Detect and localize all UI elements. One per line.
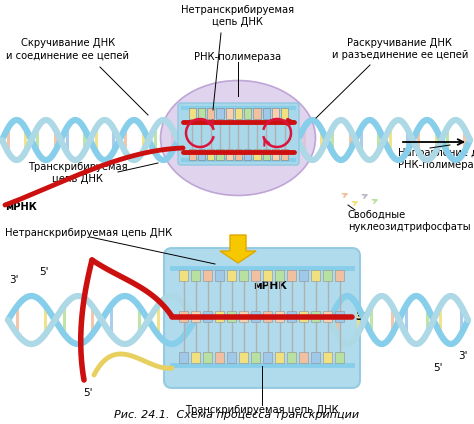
Bar bbox=[272, 148, 279, 160]
Bar bbox=[323, 311, 332, 322]
Bar bbox=[288, 270, 297, 281]
Text: 3': 3' bbox=[458, 351, 468, 361]
Bar bbox=[252, 270, 261, 281]
Bar bbox=[272, 108, 279, 120]
Bar bbox=[226, 148, 233, 160]
Bar bbox=[189, 148, 196, 160]
Text: 5': 5' bbox=[433, 363, 443, 373]
Bar bbox=[300, 311, 309, 322]
Bar bbox=[336, 270, 345, 281]
Text: Нетранскрибируемая цепь ДНК: Нетранскрибируемая цепь ДНК bbox=[5, 228, 172, 238]
Bar bbox=[264, 311, 273, 322]
Bar bbox=[288, 311, 297, 322]
Bar bbox=[275, 352, 284, 363]
Bar bbox=[281, 108, 289, 120]
Bar bbox=[228, 311, 237, 322]
Ellipse shape bbox=[161, 81, 316, 195]
Bar bbox=[189, 108, 196, 120]
Bar bbox=[191, 270, 201, 281]
Bar bbox=[216, 352, 225, 363]
Bar bbox=[253, 148, 261, 160]
Text: Транскрибируемая
цепь ДНК: Транскрибируемая цепь ДНК bbox=[28, 162, 128, 184]
Bar bbox=[239, 270, 248, 281]
Bar bbox=[203, 352, 212, 363]
Text: Раскручивание ДНК
и разъединение ее цепей: Раскручивание ДНК и разъединение ее цепе… bbox=[332, 38, 468, 61]
Bar bbox=[336, 352, 345, 363]
Bar bbox=[323, 270, 332, 281]
Bar bbox=[275, 270, 284, 281]
Text: мРНК: мРНК bbox=[253, 281, 287, 291]
FancyBboxPatch shape bbox=[178, 103, 299, 165]
Bar bbox=[198, 108, 205, 120]
Bar bbox=[281, 148, 289, 160]
Bar bbox=[263, 148, 270, 160]
Bar bbox=[235, 108, 242, 120]
Bar bbox=[275, 311, 284, 322]
FancyArrowPatch shape bbox=[373, 200, 377, 203]
Bar bbox=[252, 311, 261, 322]
Bar bbox=[311, 270, 320, 281]
Bar bbox=[207, 148, 214, 160]
Text: 5': 5' bbox=[39, 267, 49, 277]
Bar bbox=[239, 352, 248, 363]
Bar bbox=[191, 311, 201, 322]
Bar bbox=[264, 270, 273, 281]
Bar bbox=[207, 108, 214, 120]
Text: РНК-полимераза: РНК-полимераза bbox=[194, 52, 282, 62]
Bar bbox=[300, 270, 309, 281]
Text: 5': 5' bbox=[83, 388, 93, 398]
Bar bbox=[244, 108, 251, 120]
Polygon shape bbox=[220, 235, 256, 263]
Bar bbox=[180, 270, 189, 281]
FancyArrowPatch shape bbox=[352, 202, 357, 205]
Text: Направление движения
РНК-полимеразы: Направление движения РНК-полимеразы bbox=[398, 148, 474, 170]
Text: Рис. 24.1.  Схема процесса транскрипции: Рис. 24.1. Схема процесса транскрипции bbox=[114, 410, 360, 420]
Bar bbox=[180, 311, 189, 322]
Bar bbox=[226, 108, 233, 120]
Bar bbox=[216, 311, 225, 322]
Bar bbox=[252, 352, 261, 363]
Bar bbox=[323, 352, 332, 363]
Text: Нетранскрибируемая
цепь ДНК: Нетранскрибируемая цепь ДНК bbox=[182, 5, 294, 28]
FancyArrowPatch shape bbox=[342, 194, 347, 197]
Bar bbox=[336, 311, 345, 322]
Bar bbox=[311, 311, 320, 322]
Bar bbox=[311, 352, 320, 363]
Bar bbox=[244, 148, 251, 160]
Text: Скручивание ДНК
и соединение ее цепей: Скручивание ДНК и соединение ее цепей bbox=[7, 38, 129, 61]
Bar bbox=[216, 108, 224, 120]
Bar bbox=[216, 270, 225, 281]
Text: 3': 3' bbox=[355, 312, 365, 321]
Text: Транскрибируемая цепь ДНК: Транскрибируемая цепь ДНК bbox=[185, 405, 339, 415]
Text: мРНК: мРНК bbox=[5, 202, 37, 212]
Bar bbox=[264, 352, 273, 363]
Bar bbox=[203, 270, 212, 281]
FancyArrowPatch shape bbox=[363, 195, 367, 198]
Bar bbox=[216, 148, 224, 160]
Bar bbox=[300, 352, 309, 363]
Bar bbox=[288, 352, 297, 363]
Bar bbox=[263, 108, 270, 120]
Bar bbox=[235, 148, 242, 160]
Text: 3': 3' bbox=[9, 275, 19, 285]
Bar bbox=[228, 270, 237, 281]
FancyBboxPatch shape bbox=[164, 248, 360, 388]
Text: Свободные
нуклеозидтрифосфаты: Свободные нуклеозидтрифосфаты bbox=[348, 210, 471, 232]
Bar bbox=[203, 311, 212, 322]
Bar bbox=[191, 352, 201, 363]
Bar bbox=[228, 352, 237, 363]
Bar bbox=[180, 352, 189, 363]
Bar bbox=[198, 148, 205, 160]
Bar bbox=[253, 108, 261, 120]
Bar bbox=[239, 311, 248, 322]
